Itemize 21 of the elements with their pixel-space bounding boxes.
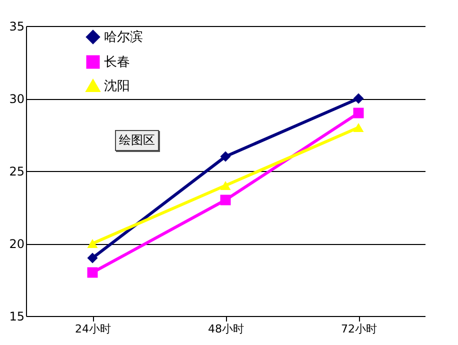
y-tick-label: 35 [9,20,24,34]
y-tick-label: 20 [9,237,24,251]
y-tick-label: 30 [9,92,24,106]
annotation: 绘图区 [115,130,159,151]
point [220,151,231,162]
point [353,122,364,132]
point [353,108,364,118]
x-tick-label: 72小时 [341,322,377,336]
legend-label: 长春 [104,55,130,70]
point [87,252,98,264]
point [87,238,98,248]
point [220,180,231,190]
point [353,93,364,104]
point [87,267,98,278]
point [220,194,231,206]
y-tick-label: 15 [9,310,24,324]
legend-label: 沈阳 [104,79,130,94]
y-tick-label: 25 [9,164,24,178]
x-tick-label: 48小时 [208,322,244,336]
legend-label: 哈尔滨 [104,29,143,45]
x-tick-label: 24小时 [75,322,111,336]
